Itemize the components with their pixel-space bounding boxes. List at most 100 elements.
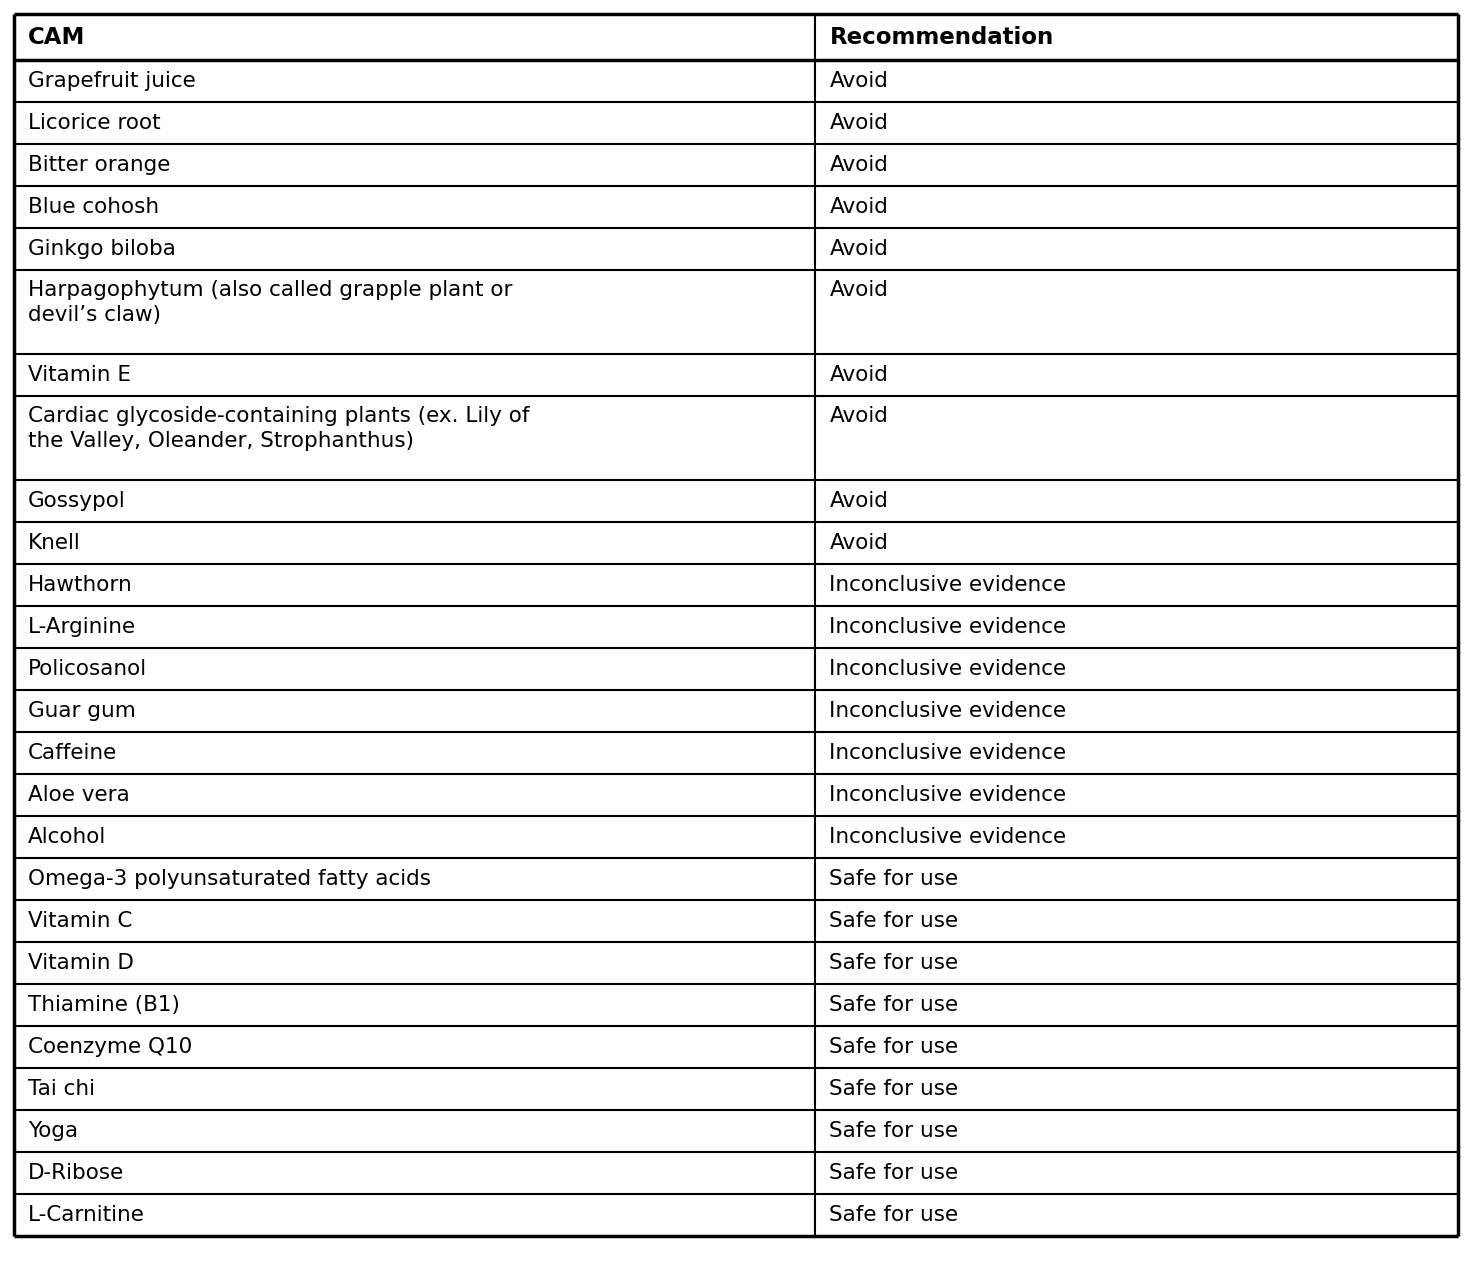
Text: Safe for use: Safe for use — [829, 1163, 958, 1184]
Bar — [815, 648, 1457, 691]
Text: Avoid: Avoid — [829, 490, 888, 511]
Bar — [15, 648, 815, 691]
Text: Policosanol: Policosanol — [28, 659, 147, 679]
Bar — [15, 857, 815, 899]
Bar — [15, 60, 815, 102]
Text: Avoid: Avoid — [829, 71, 888, 90]
Text: Inconclusive evidence: Inconclusive evidence — [829, 785, 1067, 805]
Bar — [15, 228, 815, 270]
Bar — [15, 564, 815, 606]
Bar — [815, 60, 1457, 102]
Text: Safe for use: Safe for use — [829, 1121, 958, 1142]
Bar — [815, 857, 1457, 899]
Bar — [15, 522, 815, 564]
Bar — [15, 144, 815, 186]
Text: Aloe vera: Aloe vera — [28, 785, 130, 805]
Text: Omega-3 polyunsaturated fatty acids: Omega-3 polyunsaturated fatty acids — [28, 869, 431, 889]
Bar — [815, 606, 1457, 648]
Text: Guar gum: Guar gum — [28, 701, 135, 721]
Text: Avoid: Avoid — [829, 533, 888, 553]
Text: Safe for use: Safe for use — [829, 995, 958, 1015]
Bar — [15, 775, 815, 817]
Text: Caffeine: Caffeine — [28, 743, 118, 763]
Bar — [15, 941, 815, 984]
Text: Avoid: Avoid — [829, 406, 888, 426]
Text: Knell: Knell — [28, 533, 81, 553]
Text: Safe for use: Safe for use — [829, 1205, 958, 1226]
Bar — [15, 984, 815, 1026]
Bar — [815, 522, 1457, 564]
Bar — [815, 691, 1457, 733]
Bar — [15, 899, 815, 941]
Text: Vitamin E: Vitamin E — [28, 364, 131, 385]
Bar — [815, 480, 1457, 522]
Text: Avoid: Avoid — [829, 197, 888, 217]
Bar — [815, 144, 1457, 186]
Text: L-Carnitine: L-Carnitine — [28, 1205, 144, 1226]
Bar — [15, 1194, 815, 1236]
Bar — [15, 733, 815, 775]
Text: Vitamin C: Vitamin C — [28, 911, 132, 931]
Text: Gossypol: Gossypol — [28, 490, 125, 511]
Text: Vitamin D: Vitamin D — [28, 953, 134, 973]
Text: Harpagophytum (also called grapple plant or
devil’s claw): Harpagophytum (also called grapple plant… — [28, 280, 512, 325]
Bar — [15, 1110, 815, 1152]
Text: Avoid: Avoid — [829, 240, 888, 259]
Text: Bitter orange: Bitter orange — [28, 155, 171, 175]
Text: Inconclusive evidence: Inconclusive evidence — [829, 701, 1067, 721]
Bar — [815, 775, 1457, 817]
Text: Safe for use: Safe for use — [829, 1037, 958, 1057]
Text: Alcohol: Alcohol — [28, 827, 106, 847]
Bar — [15, 480, 815, 522]
Bar — [15, 691, 815, 733]
Text: D-Ribose: D-Ribose — [28, 1163, 124, 1184]
Text: Safe for use: Safe for use — [829, 953, 958, 973]
Text: Thiamine (B1): Thiamine (B1) — [28, 995, 180, 1015]
Text: Inconclusive evidence: Inconclusive evidence — [829, 659, 1067, 679]
Bar — [815, 186, 1457, 228]
Bar — [15, 1026, 815, 1068]
Bar — [815, 941, 1457, 984]
Text: Coenzyme Q10: Coenzyme Q10 — [28, 1037, 193, 1057]
Text: Avoid: Avoid — [829, 155, 888, 175]
Bar — [815, 1194, 1457, 1236]
Text: Safe for use: Safe for use — [829, 869, 958, 889]
Bar — [15, 102, 815, 144]
Bar — [815, 354, 1457, 396]
Bar — [15, 270, 815, 354]
Text: Safe for use: Safe for use — [829, 1079, 958, 1099]
Text: Avoid: Avoid — [829, 113, 888, 132]
Text: Avoid: Avoid — [829, 364, 888, 385]
Bar — [815, 899, 1457, 941]
Text: Inconclusive evidence: Inconclusive evidence — [829, 617, 1067, 637]
Bar — [815, 564, 1457, 606]
Bar — [815, 817, 1457, 857]
Bar — [15, 354, 815, 396]
Text: Recommendation: Recommendation — [829, 25, 1054, 48]
Bar — [15, 186, 815, 228]
Bar — [815, 228, 1457, 270]
Bar — [815, 14, 1457, 60]
Text: Inconclusive evidence: Inconclusive evidence — [829, 575, 1067, 595]
Text: L-Arginine: L-Arginine — [28, 617, 135, 637]
Bar — [815, 102, 1457, 144]
Bar — [815, 1152, 1457, 1194]
Text: Yoga: Yoga — [28, 1121, 78, 1142]
Text: Inconclusive evidence: Inconclusive evidence — [829, 743, 1067, 763]
Bar — [815, 396, 1457, 480]
Text: CAM: CAM — [28, 25, 85, 48]
Bar — [815, 1110, 1457, 1152]
Bar — [15, 14, 815, 60]
Text: Blue cohosh: Blue cohosh — [28, 197, 159, 217]
Bar — [15, 817, 815, 857]
Bar — [15, 396, 815, 480]
Text: Safe for use: Safe for use — [829, 911, 958, 931]
Text: Inconclusive evidence: Inconclusive evidence — [829, 827, 1067, 847]
Bar — [815, 1068, 1457, 1110]
Text: Licorice root: Licorice root — [28, 113, 160, 132]
Bar — [815, 270, 1457, 354]
Bar — [815, 984, 1457, 1026]
Bar — [15, 1152, 815, 1194]
Bar — [15, 1068, 815, 1110]
Bar — [15, 606, 815, 648]
